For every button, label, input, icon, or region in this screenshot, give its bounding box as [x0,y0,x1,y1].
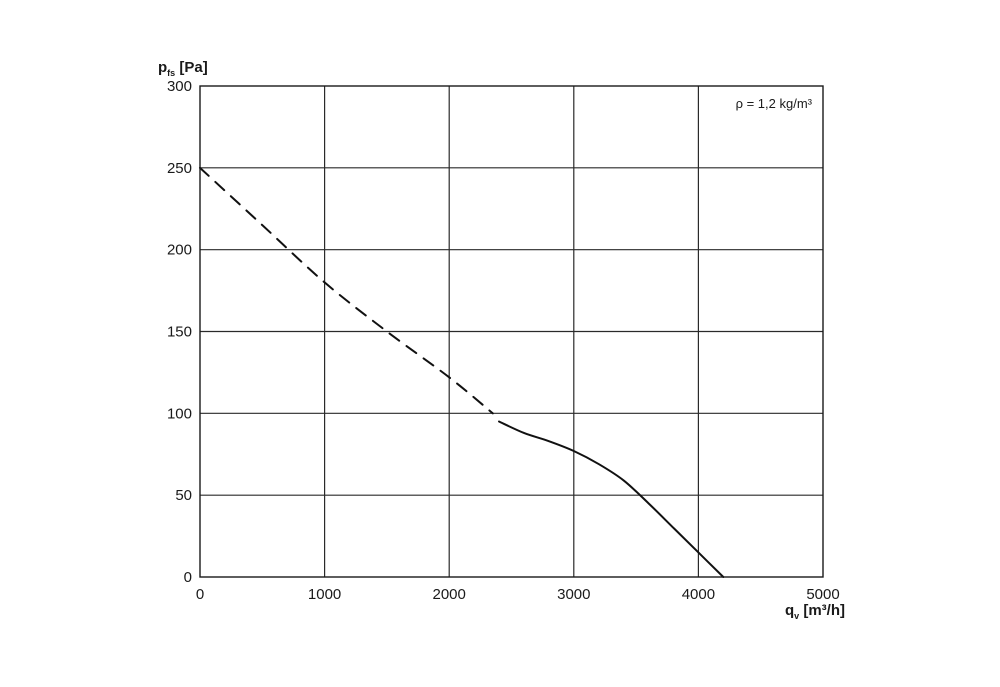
dashed-curve-0 [199,166,494,415]
y-tick-label: 250 [167,160,192,177]
tick-labels: 0 1000 2000 3000 4000 5000 0 50 100 150 200 250 300 [167,78,840,603]
y-axis-unit: [Pa] [175,59,208,76]
series-layer [199,166,725,578]
x-tick-label: 1000 [308,586,341,603]
x-axis-unit: [m³/h] [799,602,845,619]
x-tick-label: 0 [196,586,204,603]
plot-frame [199,85,824,578]
y-tick-label: 50 [175,487,192,504]
y-axis-title: pfs [Pa] [158,59,208,78]
y-tick-label: 200 [167,242,192,259]
x-tick-label: 2000 [433,586,466,603]
density-annotation: ρ = 1,2 kg/m³ [736,96,813,111]
y-tick-label: 150 [167,324,192,341]
y-tick-label: 0 [184,569,192,586]
x-tick-label: 5000 [806,586,839,603]
x-axis-symbol: q [785,602,794,619]
x-tick-label: 4000 [682,586,715,603]
x-axis-subscript: v [794,611,799,621]
solid-curve-1 [498,420,725,578]
grid [200,86,823,577]
x-tick-label: 3000 [557,586,590,603]
y-tick-label: 300 [167,78,192,95]
x-axis-title: qv [m³/h] [785,602,845,621]
y-axis-subscript: fs [167,68,175,78]
y-axis-symbol: p [158,59,167,76]
y-tick-label: 100 [167,405,192,422]
